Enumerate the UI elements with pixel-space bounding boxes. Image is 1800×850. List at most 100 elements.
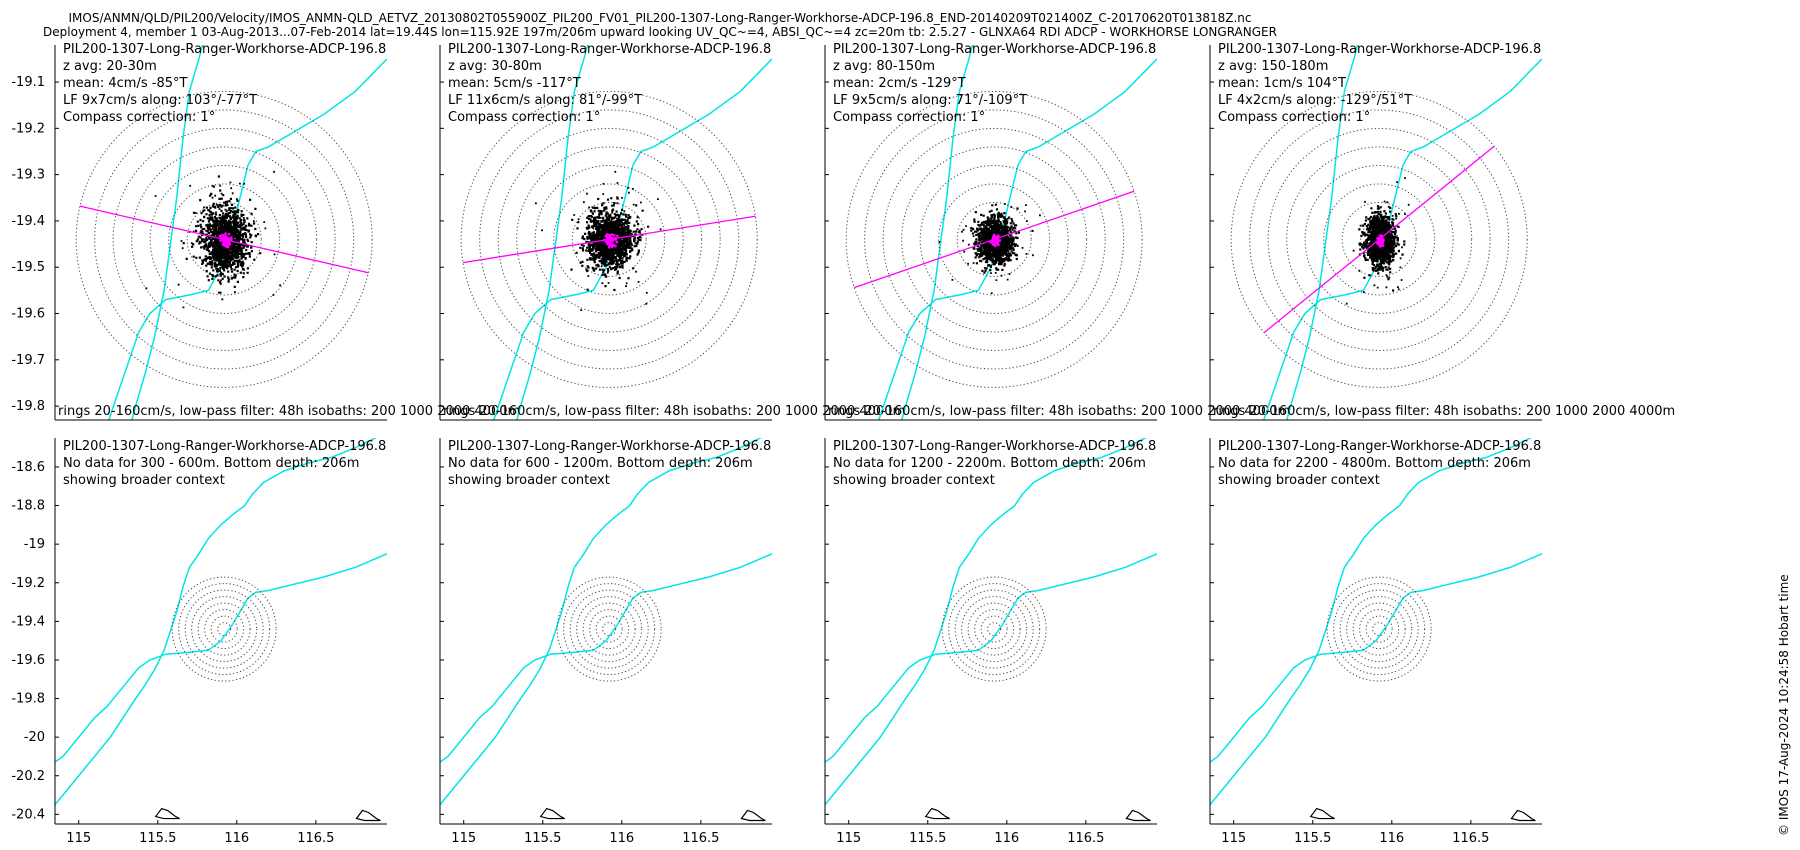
x-tick-label: 115: [836, 831, 861, 846]
panel-content: [845, 45, 1157, 420]
ring-60cm-s: [1323, 183, 1436, 296]
y-tick-label: -19.8: [11, 399, 45, 414]
lowpass-scatter: [218, 232, 233, 249]
isobath-inner: [55, 553, 387, 763]
island-2: [740, 809, 766, 822]
ring-160cm-s: [171, 576, 277, 682]
isobath-outer: [131, 45, 204, 420]
x-tick-label: 115.5: [909, 831, 946, 846]
panel-title: PIL200-1307-Long-Ranger-Workhorse-ADCP-1…: [1218, 42, 1541, 57]
ring-120cm-s: [1267, 127, 1491, 351]
compass-label: Compass correction: 1°: [833, 110, 985, 125]
y-tick-label: -19.8: [11, 692, 45, 707]
top-panel-4: PIL200-1307-Long-Ranger-Workhorse-ADCP-1…: [1209, 42, 1675, 421]
panel-content: [825, 438, 1157, 822]
isobath-outer: [516, 45, 589, 420]
ring-100cm-s: [576, 596, 643, 663]
ring-100cm-s: [1286, 146, 1473, 333]
x-tick-label: 115.5: [524, 831, 561, 846]
ring-40cm-s: [956, 201, 1032, 277]
compass-label: Compass correction: 1°: [1218, 110, 1370, 125]
ring-80cm-s: [534, 164, 684, 314]
ring-40cm-s: [595, 615, 623, 643]
ring-40cm-s: [571, 201, 647, 277]
x-tick-label: 116: [224, 831, 249, 846]
ring-40cm-s: [1365, 615, 1393, 643]
ring-120cm-s: [569, 589, 649, 669]
isobath-outer: [901, 45, 974, 420]
isobath-inner: [1210, 553, 1542, 763]
z-avg-label: z avg: 20-30m: [63, 59, 157, 74]
lf-label: LF 9x7cm/s along: 103°/-77°T: [63, 93, 257, 108]
ring-160cm-s: [556, 576, 662, 682]
x-tick-label: 116: [609, 831, 634, 846]
velocity-scatter: [938, 203, 1041, 294]
ring-100cm-s: [961, 596, 1028, 663]
ring-80cm-s: [197, 602, 251, 656]
x-tick-label: 116.5: [682, 831, 719, 846]
z-avg-label: z avg: 80-150m: [833, 59, 935, 74]
isobath-inner: [440, 553, 772, 763]
lowpass-scatter: [603, 233, 619, 249]
ring-20cm-s: [1372, 622, 1387, 637]
compass-label: Compass correction: 1°: [63, 110, 215, 125]
x-tick-label: 116.5: [297, 831, 334, 846]
lf-label: LF 4x2cm/s along: -129°/51°T: [1218, 93, 1412, 108]
ring-80cm-s: [582, 602, 636, 656]
y-tick-label: -19.2: [11, 121, 45, 136]
island-2: [1125, 809, 1151, 822]
ring-160cm-s: [75, 90, 373, 388]
ring-100cm-s: [191, 596, 258, 663]
top-panel-1: -19.1 -19.2 -19.3 -19.4 -19.5 -19.6 -19.7 -19.8…: [11, 42, 520, 421]
x-tick-label: 116: [1379, 831, 1404, 846]
nodata-label: No data for 1200 - 2200m. Bottom depth: …: [833, 456, 1146, 471]
ring-100cm-s: [131, 146, 318, 333]
ring-120cm-s: [954, 589, 1034, 669]
y-tick-label: -19.4: [11, 614, 45, 629]
footer-label: rings 20-160cm/s, low-pass filter: 48h i…: [443, 404, 905, 419]
context-label: showing broader context: [63, 473, 225, 488]
ring-140cm-s: [1333, 583, 1426, 676]
x-tick-label: 115: [66, 831, 91, 846]
isobath-inner: [1262, 58, 1542, 420]
y-tick-label: -19.6: [11, 307, 45, 322]
panel-title: PIL200-1307-Long-Ranger-Workhorse-ADCP-1…: [448, 439, 771, 454]
ring-100cm-s: [516, 146, 703, 333]
header-line-2: Deployment 4, member 1 03-Aug-2013...07-…: [43, 25, 1277, 39]
ring-160cm-s: [1326, 576, 1432, 682]
y-tick-label: -20: [24, 730, 45, 745]
ring-160cm-s: [941, 576, 1047, 682]
panel-title: PIL200-1307-Long-Ranger-Workhorse-ADCP-1…: [833, 439, 1156, 454]
y-tick-label: -19.6: [11, 653, 45, 668]
ring-140cm-s: [563, 583, 656, 676]
ring-120cm-s: [112, 127, 336, 351]
nodata-label: No data for 600 - 1200m. Bottom depth: 2…: [448, 456, 753, 471]
isobath-outer: [1210, 438, 1532, 806]
panel-content: [1230, 45, 1542, 420]
top-panel-3: PIL200-1307-Long-Ranger-Workhorse-ADCP-1…: [824, 42, 1290, 421]
ring-40cm-s: [210, 615, 238, 643]
lowpass-scatter: [989, 233, 1002, 248]
island-1: [924, 807, 950, 820]
y-tick-label: -19.2: [11, 576, 45, 591]
x-tick-label: 115.5: [1294, 831, 1331, 846]
panel-content: [460, 45, 772, 420]
ring-140cm-s: [948, 583, 1041, 676]
x-tick-label: 115.5: [139, 831, 176, 846]
island-2: [355, 809, 381, 822]
y-tick-label: -19.7: [11, 353, 45, 368]
plot-area: -19.1 -19.2 -19.3 -19.4 -19.5 -19.6 -19.7 -19.8…: [11, 42, 1675, 846]
nodata-label: No data for 2200 - 4800m. Bottom depth: …: [1218, 456, 1531, 471]
panel-content: [1210, 438, 1542, 822]
panel-title: PIL200-1307-Long-Ranger-Workhorse-ADCP-1…: [833, 42, 1156, 57]
isobath-inner: [877, 58, 1157, 420]
context-label: showing broader context: [1218, 473, 1380, 488]
header-line-1: IMOS/ANMN/QLD/PIL200/Velocity/IMOS_ANMN-…: [68, 11, 1251, 25]
mean-label: mean: 4cm/s -85°T: [63, 76, 187, 91]
island-1: [539, 807, 565, 820]
panel-title: PIL200-1307-Long-Ranger-Workhorse-ADCP-1…: [63, 42, 386, 57]
y-tick-label: -20.2: [11, 769, 45, 784]
panel-content: [440, 438, 772, 822]
bottom-panel-4: 115 115.5 116 116.5 PIL200-1307-Long-Ranger-…: [1209, 438, 1542, 846]
